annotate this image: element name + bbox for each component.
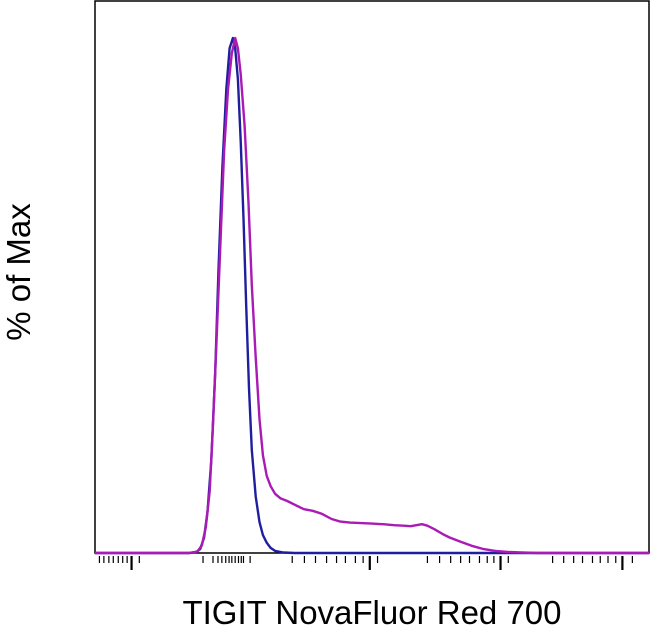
plot-frame: [94, 0, 650, 554]
x-axis-title: TIGIT NovaFluor Red 700: [182, 594, 561, 631]
histogram-series-2: [95, 36, 649, 555]
y-axis-title: % of Max: [0, 203, 37, 341]
x-axis-ticks: [98, 556, 633, 570]
series-group: [95, 36, 649, 555]
